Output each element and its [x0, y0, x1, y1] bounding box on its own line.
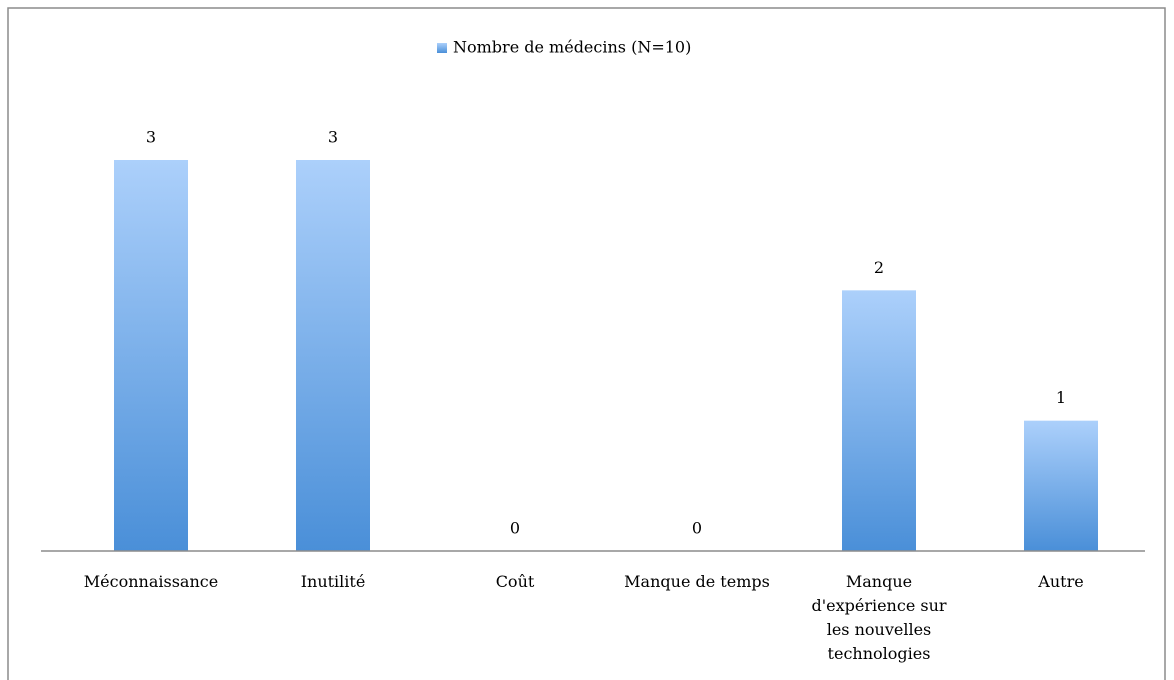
- data-label: 1: [1056, 388, 1066, 407]
- bar: [296, 160, 370, 551]
- data-label: 3: [146, 128, 156, 147]
- x-tick-label: Coût: [495, 572, 535, 591]
- data-label: 0: [510, 519, 520, 538]
- bar: [114, 160, 188, 551]
- legend-label: Nombre de médecins (N=10): [453, 38, 691, 57]
- x-tick-label: Manque de temps: [624, 572, 770, 591]
- data-label: 2: [874, 258, 884, 277]
- data-label: 0: [692, 519, 702, 538]
- frame: [7, 7, 1166, 680]
- bar: [1024, 420, 1098, 551]
- legend-swatch: [437, 43, 447, 53]
- x-tick-label: Manque d'expérience sur les nouvelles te…: [811, 572, 947, 663]
- x-tick-label: Autre: [1038, 572, 1084, 591]
- bar: [842, 290, 916, 551]
- x-tick-label: Inutilité: [300, 572, 366, 591]
- x-tick-label: Méconnaissance: [83, 572, 219, 591]
- data-label: 3: [328, 128, 338, 147]
